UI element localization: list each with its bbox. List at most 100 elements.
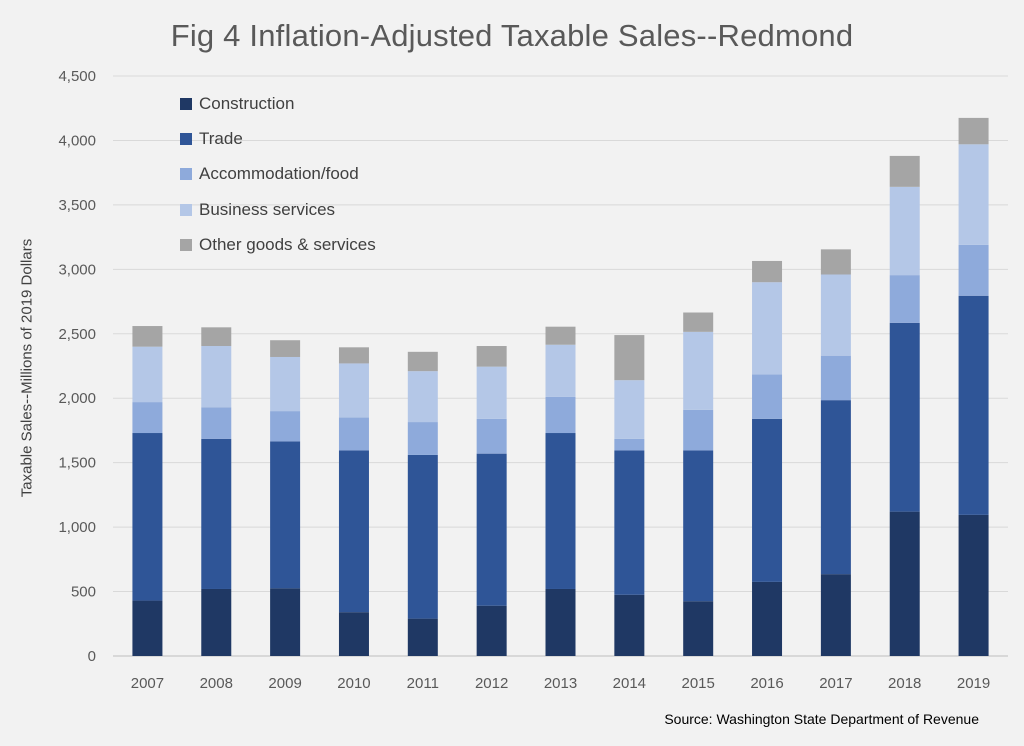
source-note: Source: Washington State Department of R…	[664, 711, 979, 727]
bar-segment	[132, 600, 163, 656]
bar-segment	[752, 260, 783, 283]
bar-segment	[407, 422, 438, 455]
x-tick-label: 2017	[819, 675, 852, 692]
legend-item: Accommodation/food	[180, 157, 376, 192]
legend: Construction Trade Accommodation/food Busin…	[180, 86, 376, 262]
y-tick-label: 1,500	[58, 455, 96, 472]
x-tick-label: 2007	[131, 675, 164, 692]
bar-segment	[545, 433, 576, 589]
bar-segment	[820, 355, 851, 401]
y-tick-label: 0	[88, 648, 96, 665]
bar-segment	[132, 326, 163, 347]
bar-segment	[958, 514, 989, 656]
bar-segment	[889, 155, 920, 187]
legend-label: Business services	[199, 199, 336, 219]
bar-segment	[545, 344, 576, 397]
bar-segment	[201, 438, 232, 589]
bar-segment	[614, 450, 645, 595]
legend-item: Business services	[180, 192, 376, 227]
bar-segment	[338, 363, 369, 418]
bar-segment	[958, 295, 989, 515]
bar-segment	[889, 275, 920, 323]
chart-title: Fig 4 Inflation-Adjusted Taxable Sales--…	[170, 18, 854, 53]
bar-segment	[270, 441, 301, 589]
x-tick-label: 2019	[957, 675, 990, 692]
bar-segment	[683, 450, 714, 602]
bar-segment	[476, 366, 507, 419]
bar-segment	[270, 588, 301, 656]
bar-segment	[270, 340, 301, 357]
bar-segment	[201, 588, 232, 656]
bar-segment	[270, 356, 301, 412]
legend-label: Construction	[199, 93, 295, 113]
x-tick-label: 2010	[337, 675, 370, 692]
bar-segment	[407, 371, 438, 423]
legend-label: Trade	[199, 128, 243, 148]
bar-segment	[476, 418, 507, 454]
bar-segment	[820, 400, 851, 575]
x-tick-label: 2018	[888, 675, 921, 692]
legend-item: Other goods & services	[180, 227, 376, 262]
x-tick-label: 2014	[613, 675, 646, 692]
bar-segment	[752, 282, 783, 375]
bar-segment	[407, 618, 438, 656]
bar-segment	[545, 588, 576, 656]
bar-segment	[545, 396, 576, 434]
bar-segment	[614, 380, 645, 439]
bar-segment	[201, 407, 232, 439]
x-tick-label: 2013	[544, 675, 577, 692]
bar-segment	[338, 450, 369, 613]
bar-segment	[683, 312, 714, 332]
bar-segment	[476, 346, 507, 367]
legend-swatch	[180, 203, 192, 216]
bar-segment	[614, 438, 645, 451]
bar-segment	[338, 612, 369, 656]
bar-segment	[476, 605, 507, 656]
y-tick-label: 2,000	[58, 390, 96, 407]
legend-item: Construction	[180, 86, 376, 121]
bar-segment	[889, 511, 920, 656]
bar-segment	[132, 433, 163, 601]
x-tick-label: 2009	[268, 675, 301, 692]
x-tick-label: 2015	[682, 675, 715, 692]
bar-segment	[201, 346, 232, 408]
bar-segment	[614, 594, 645, 656]
bar-segment	[338, 417, 369, 451]
y-tick-label: 3,000	[58, 261, 96, 278]
bar-segment	[958, 144, 989, 245]
x-tick-label: 2012	[475, 675, 508, 692]
bar-segment	[752, 418, 783, 582]
bar-segment	[958, 117, 989, 145]
legend-item: Trade	[180, 121, 376, 156]
legend-label: Other goods & services	[199, 234, 376, 254]
bar-segment	[683, 601, 714, 656]
bar-segment	[820, 274, 851, 356]
y-tick-label: 500	[71, 584, 96, 601]
bar-segment	[820, 574, 851, 656]
bar-segment	[270, 411, 301, 442]
x-tick-label: 2008	[200, 675, 233, 692]
y-tick-label: 2,500	[58, 326, 96, 343]
bar-segment	[889, 322, 920, 512]
bar-segment	[889, 186, 920, 276]
legend-label: Accommodation/food	[199, 164, 359, 184]
legend-swatch	[180, 168, 192, 181]
bar-segment	[683, 409, 714, 451]
legend-swatch	[180, 132, 192, 145]
bar-segment	[958, 244, 989, 296]
bar-segment	[683, 331, 714, 410]
bar-segment	[407, 454, 438, 619]
x-tick-label: 2011	[407, 675, 439, 692]
bar-segment	[476, 453, 507, 606]
legend-swatch	[180, 238, 192, 251]
bar-segment	[132, 402, 163, 434]
bar-segment	[752, 581, 783, 656]
y-tick-label: 1,000	[58, 519, 96, 536]
y-tick-label: 4,000	[58, 132, 96, 149]
bar-segment	[752, 374, 783, 419]
bar-segment	[407, 351, 438, 372]
y-tick-label: 3,500	[58, 197, 96, 214]
bar-segment	[614, 335, 645, 381]
